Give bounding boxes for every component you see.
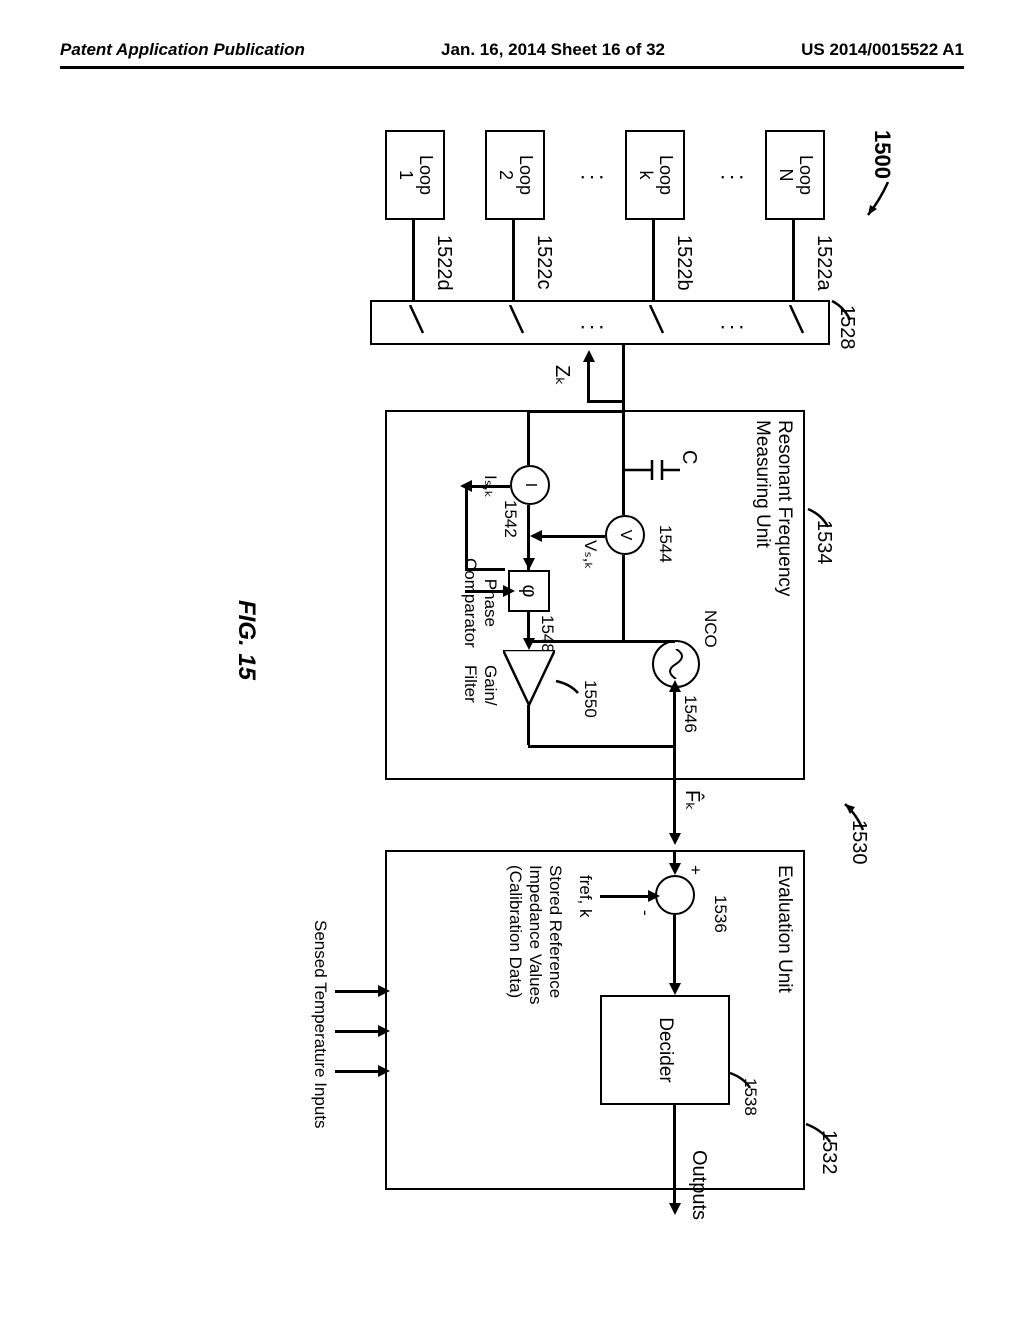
i-sense-ref: 1542 [500, 500, 520, 538]
gain-label: Gain/ Filter [460, 665, 500, 706]
rfmu-block [385, 410, 805, 780]
zk-arrow [588, 360, 591, 400]
wire [653, 220, 656, 300]
sine-icon [668, 649, 684, 679]
phase-label: Phase Comparator [460, 558, 500, 648]
figure-rotated: 1500 1530 Loop N 1522a ··· Loop k 1522b … [120, 120, 900, 1220]
loop-2: Loop 2 [485, 130, 545, 220]
wire [623, 555, 626, 640]
wire [528, 535, 531, 560]
dots-2: ··· [577, 165, 605, 191]
eval-ref-curve [802, 1120, 832, 1145]
wire [465, 590, 505, 593]
wire [528, 410, 531, 465]
vsk-label: Vₛ,ₖ [580, 540, 600, 570]
fk-hat: F̂ₖ [680, 790, 705, 811]
v-sense: V [605, 515, 645, 555]
temp-arrow [335, 990, 380, 993]
eval-block [385, 850, 805, 1190]
wire [530, 410, 625, 413]
summer-plus: + [685, 865, 705, 875]
header-right: US 2014/0015522 A1 [801, 40, 964, 60]
wire [793, 220, 796, 300]
fref-label: fref, k [575, 875, 595, 918]
rfmu-title: Resonant Frequency Measuring Unit [751, 420, 795, 596]
page: Patent Application Publication Jan. 16, … [0, 0, 1024, 1320]
wire [674, 915, 677, 985]
stored-label: Stored Reference Impedance Values (Calib… [505, 865, 565, 1005]
loop-1: Loop 1 [385, 130, 445, 220]
wire [540, 535, 605, 538]
summer-ref: 1536 [710, 895, 730, 933]
loop-k-label: Loop k [635, 155, 675, 195]
wire [528, 705, 531, 745]
cap-label: C [677, 450, 700, 464]
wire [528, 612, 531, 640]
zk-label: Zₖ [550, 365, 575, 386]
i-sym: I [521, 483, 539, 487]
dots-mux-1: ··· [717, 315, 745, 341]
nco-label: NCO [700, 610, 720, 648]
switch-icon [505, 305, 525, 340]
summer-minus: - [635, 910, 655, 916]
switch-icon [785, 305, 805, 340]
decider-ref-curve [727, 1070, 752, 1092]
wire [528, 745, 676, 748]
switch-icon [645, 305, 665, 340]
decider-label: Decider [654, 1017, 676, 1082]
phase-ref: 1548 [537, 615, 557, 653]
wire [674, 688, 677, 778]
wire [625, 640, 675, 643]
gain-triangle-icon [503, 650, 555, 710]
decider: Decider [600, 995, 730, 1105]
wire [600, 895, 650, 898]
loop-k: Loop k [625, 130, 685, 220]
loop-n-ref: 1522a [812, 235, 835, 291]
v-sym: V [616, 530, 634, 541]
summer [655, 875, 695, 915]
temp-arrow [335, 1070, 380, 1073]
wire [674, 1105, 677, 1205]
phi-sym: φ [518, 585, 541, 598]
figure-caption: FIG. 15 [232, 600, 260, 680]
rfmu-ref-curve [800, 505, 830, 530]
wire [587, 400, 625, 403]
header-center: Jan. 16, 2014 Sheet 16 of 32 [441, 40, 665, 60]
wire [623, 470, 626, 515]
header-left: Patent Application Publication [60, 40, 305, 60]
wire [513, 220, 516, 300]
temp-label: Sensed Temperature Inputs [310, 920, 330, 1129]
loop-1-ref: 1522d [432, 235, 455, 291]
loop-k-ref: 1522b [672, 235, 695, 291]
eval-title: Evaluation Unit [773, 865, 795, 993]
main-ref-arrow [835, 800, 865, 840]
v-sense-ref: 1544 [655, 525, 675, 563]
dots-1: ··· [717, 165, 745, 191]
mux-ref-curve [827, 295, 852, 325]
loop-n-label: Loop N [775, 155, 815, 195]
wire [674, 850, 677, 865]
loop-n: Loop N [765, 130, 825, 220]
gain-ref: 1550 [580, 680, 600, 718]
dots-mux-2: ··· [577, 315, 605, 341]
switch-icon [405, 305, 425, 340]
wire [413, 220, 416, 300]
i-sense: I [510, 465, 550, 505]
wire [623, 345, 626, 410]
loop-2-label: Loop 2 [495, 155, 535, 195]
loop-1-label: Loop 1 [395, 155, 435, 195]
gain-ref-curve [552, 678, 580, 698]
wire [674, 780, 677, 835]
system-ref-arrow [860, 180, 890, 230]
outputs-label: Outputs [687, 1150, 710, 1220]
loop-2-ref: 1522c [532, 235, 555, 290]
capacitor-icon [625, 460, 680, 480]
temp-arrow [335, 1030, 380, 1033]
figure-area: 1500 1530 Loop N 1522a ··· Loop k 1522b … [120, 120, 900, 1220]
page-header: Patent Application Publication Jan. 16, … [60, 40, 964, 69]
wire [470, 485, 510, 488]
nco-ref: 1546 [680, 695, 700, 733]
system-ref: 1500 [869, 130, 895, 179]
